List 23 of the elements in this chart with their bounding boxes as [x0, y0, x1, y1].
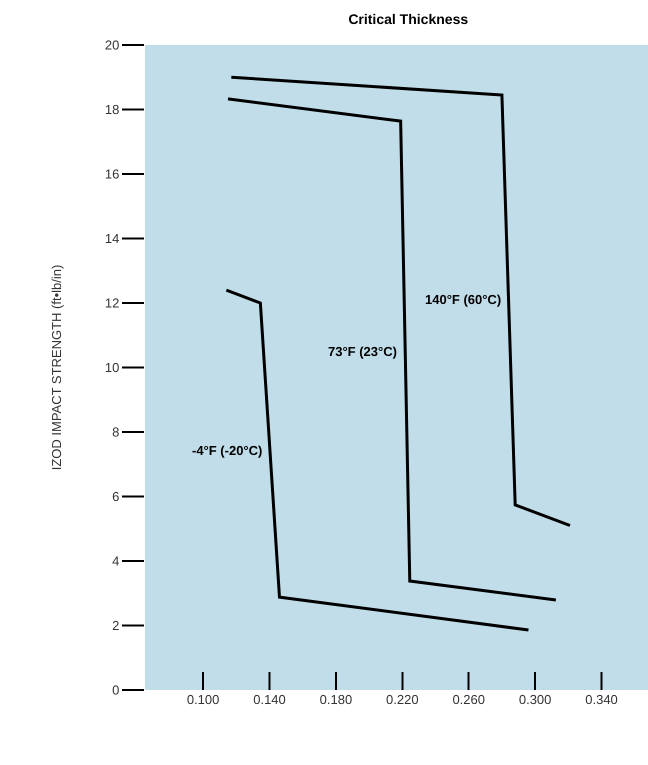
y-tick-label: 2 [112, 618, 120, 634]
series-label: 73°F (23°C) [328, 344, 397, 359]
series-label: 140°F (60°C) [425, 292, 502, 307]
y-tick-label: 0 [112, 682, 120, 698]
x-tick-label: 0.300 [518, 692, 552, 707]
series-label: -4°F (-20°C) [192, 443, 262, 458]
x-tick-label: 0.180 [320, 692, 352, 707]
x-tick-label: 0.260 [452, 692, 485, 707]
y-tick-label: 12 [104, 296, 120, 311]
y-tick-label: 6 [112, 489, 120, 504]
x-tick-label: 0.340 [585, 692, 618, 707]
y-tick-label: 10 [104, 360, 120, 376]
y-tick-label: 18 [104, 102, 120, 118]
y-tick-label: 8 [112, 424, 120, 440]
y-tick-label: 20 [104, 38, 120, 53]
y-tick-label: 4 [112, 554, 120, 569]
y-tick-label: 14 [104, 231, 120, 246]
y-axis-title: IZOD IMPACT STRENGTH (ft•lb/in) [48, 264, 64, 470]
x-tick-label: 0.140 [253, 692, 286, 707]
y-tick-label: 16 [104, 166, 120, 182]
chart-title: Critical Thickness [348, 11, 468, 28]
x-tick-label: 0.220 [386, 692, 419, 707]
x-tick-label: 0.100 [186, 692, 220, 707]
